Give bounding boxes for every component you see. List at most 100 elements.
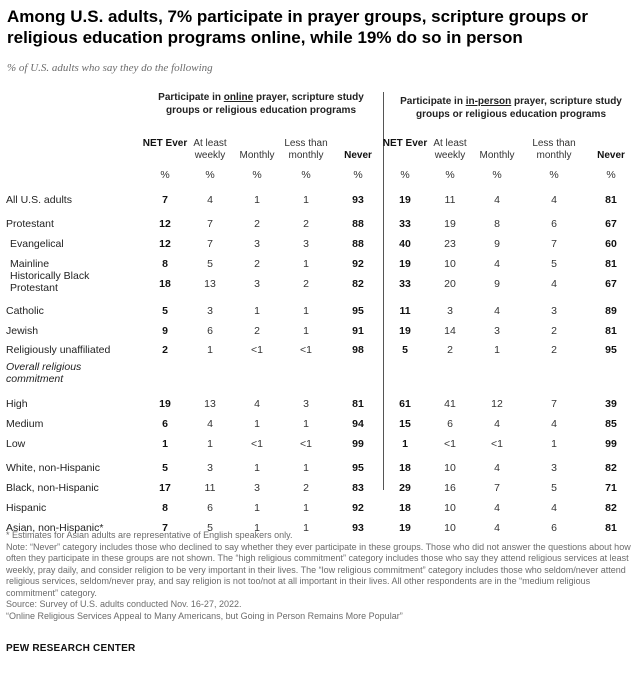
inperson-cell-net-ever: 19 (399, 194, 411, 206)
inperson-cell-monthly: 4 (494, 462, 500, 474)
inperson-cell-never: 67 (605, 218, 617, 230)
row-label: Catholic (6, 305, 44, 317)
inperson-cell-monthly: 4 (494, 418, 500, 430)
online-cell-at-least-weekly: 13 (204, 398, 216, 410)
table-row: Evangelical 12 7 3 3 88 40 23 9 7 60 (0, 238, 640, 254)
row-label: Religiously unaffiliated (6, 344, 111, 356)
inperson-cell-less-than-monthly: 6 (551, 218, 557, 230)
online-cell-less-than-monthly: 2 (303, 278, 309, 290)
online-cell-net-ever: 5 (162, 462, 168, 474)
inperson-cell-net-ever: 11 (399, 305, 411, 317)
row-label: White, non-Hispanic (6, 462, 100, 474)
inperson-cell-less-than-monthly: 7 (551, 238, 557, 250)
online-cell-at-least-weekly: 4 (207, 194, 213, 206)
inperson-cell-monthly: 8 (494, 218, 500, 230)
inperson-group-emph: in-person (465, 96, 512, 107)
online-cell-monthly: <1 (251, 438, 263, 450)
inperson-cell-monthly: 4 (494, 502, 500, 514)
inperson-cell-at-least-weekly: 10 (444, 258, 456, 270)
inperson-cell-never: 85 (605, 418, 617, 430)
row-label: Black, non-Hispanic (6, 482, 99, 494)
online-cell-never: 81 (352, 398, 364, 410)
online-cell-never: 93 (352, 522, 364, 534)
row-label: High (6, 398, 28, 410)
inperson-cell-at-least-weekly: 19 (444, 218, 456, 230)
online-group-pre: Participate in (158, 92, 224, 103)
online-cell-at-least-weekly: 1 (207, 344, 213, 356)
inperson-cell-less-than-monthly: 2 (551, 344, 557, 356)
online-cell-never: 93 (352, 194, 364, 206)
online-cell-less-than-monthly: 1 (303, 258, 309, 270)
online-cell-never: 94 (352, 418, 364, 430)
online-pct-sign-less-than-monthly: % (301, 169, 311, 181)
inperson-cell-net-ever: 33 (399, 218, 411, 230)
inperson-col-header-never: Never (597, 150, 625, 161)
inperson-cell-never: 81 (605, 258, 617, 270)
brand-logo-text: PEW RESEARCH CENTER (6, 643, 136, 654)
table-row: Catholic 5 3 1 1 95 11 3 4 3 89 (0, 305, 640, 321)
inperson-cell-net-ever: 18 (399, 462, 411, 474)
online-cell-at-least-weekly: 6 (207, 325, 213, 337)
inperson-cell-never: 60 (605, 238, 617, 250)
online-cell-net-ever: 12 (159, 238, 171, 250)
footnote-source: Source: Survey of U.S. adults conducted … (6, 599, 242, 609)
online-cell-monthly: 1 (254, 305, 260, 317)
table-row: Historically Black Protestant 18 13 3 2 82 33 2… (0, 270, 640, 294)
online-cell-at-least-weekly: 5 (207, 522, 213, 534)
row-label: All U.S. adults (6, 194, 72, 206)
inperson-cell-net-ever: 61 (399, 398, 411, 410)
inperson-cell-net-ever: 15 (399, 418, 411, 430)
online-group-header: Participate in online prayer, scripture … (140, 91, 382, 117)
row-label: Protestant (6, 218, 54, 230)
online-col-header-never: Never (344, 150, 372, 161)
online-cell-net-ever: 6 (162, 418, 168, 430)
online-col-header-net-ever: NET Ever (142, 138, 188, 149)
subtitle: % of U.S. adults who say they do the fol… (7, 62, 213, 74)
row-label: Mainline (10, 258, 50, 270)
inperson-cell-at-least-weekly: 3 (447, 305, 453, 317)
online-cell-never: 92 (352, 258, 364, 270)
online-cell-at-least-weekly: 6 (207, 502, 213, 514)
inperson-pct-sign-never: % (606, 169, 616, 181)
online-col-header-less-than-monthly: Less than monthly (284, 138, 328, 161)
online-cell-net-ever: 12 (159, 218, 171, 230)
inperson-cell-at-least-weekly: 41 (444, 398, 456, 410)
row-label: Hispanic (6, 502, 47, 514)
row-label: Jewish (6, 325, 39, 337)
table-row: Jewish 9 6 2 1 91 19 14 3 2 81 (0, 325, 640, 341)
online-cell-monthly: 2 (254, 218, 260, 230)
inperson-cell-less-than-monthly: 3 (551, 462, 557, 474)
inperson-group-pre: Participate in (400, 96, 466, 107)
inperson-cell-less-than-monthly: 4 (551, 194, 557, 206)
online-cell-net-ever: 1 (162, 438, 168, 450)
inperson-group-post: prayer, scripture study groups or religi… (415, 96, 622, 120)
inperson-cell-less-than-monthly: 2 (551, 325, 557, 337)
inperson-cell-monthly: 4 (494, 305, 500, 317)
inperson-cell-net-ever: 19 (399, 258, 411, 270)
inperson-pct-sign-less-than-monthly: % (549, 169, 559, 181)
online-cell-less-than-monthly: 2 (303, 218, 309, 230)
online-pct-sign-at-least-weekly: % (205, 169, 215, 181)
online-cell-net-ever: 5 (162, 305, 168, 317)
online-cell-never: 88 (352, 218, 364, 230)
online-group-post: prayer, scripture study groups or religi… (165, 92, 364, 116)
row-label: Low (6, 438, 26, 450)
online-pct-sign-monthly: % (252, 169, 262, 181)
inperson-cell-net-ever: 29 (399, 482, 411, 494)
online-cell-at-least-weekly: 5 (207, 258, 213, 270)
online-cell-monthly: 3 (254, 238, 260, 250)
online-cell-at-least-weekly: 7 (207, 218, 213, 230)
inperson-cell-never: 71 (605, 482, 617, 494)
inperson-cell-never: 81 (605, 194, 617, 206)
inperson-cell-less-than-monthly: 1 (551, 438, 557, 450)
table-row: Mainline 8 5 2 1 92 19 10 4 5 81 (0, 258, 640, 274)
inperson-cell-net-ever: 40 (399, 238, 411, 250)
online-cell-less-than-monthly: 1 (303, 194, 309, 206)
online-cell-net-ever: 2 (162, 344, 168, 356)
inperson-cell-net-ever: 33 (399, 278, 411, 290)
table-row: Protestant 12 7 2 2 88 33 19 8 6 67 (0, 218, 640, 234)
online-cell-monthly: 1 (254, 502, 260, 514)
inperson-col-header-at-least-weekly: At least weekly (433, 138, 467, 161)
inperson-cell-less-than-monthly: 3 (551, 305, 557, 317)
table-row: Religiously unaffiliated 2 1 <1 <1 98 5 2 1 2 95 (0, 344, 640, 360)
